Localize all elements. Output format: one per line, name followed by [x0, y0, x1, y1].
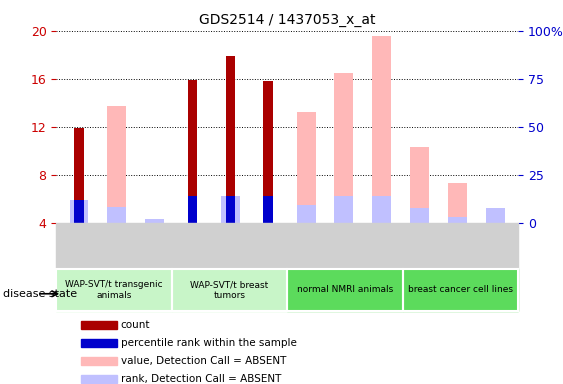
Bar [448, 183, 467, 223]
Text: breast cancer cell lines: breast cancer cell lines [408, 285, 513, 295]
Bar [108, 106, 126, 223]
Bar [263, 196, 273, 223]
Bar [108, 207, 126, 223]
Bar [372, 36, 391, 223]
Text: value, Detection Call = ABSENT: value, Detection Call = ABSENT [120, 356, 286, 366]
Text: rank, Detection Call = ABSENT: rank, Detection Call = ABSENT [120, 374, 281, 384]
Bar [56, 269, 172, 311]
Bar [188, 80, 197, 223]
Bar [145, 219, 164, 223]
Text: WAP-SVT/t breast
tumors: WAP-SVT/t breast tumors [190, 280, 269, 300]
Bar [56, 269, 172, 311]
Bar [297, 205, 315, 223]
Bar [226, 196, 235, 223]
Bar [486, 208, 504, 223]
Bar [70, 200, 88, 223]
Bar [81, 321, 117, 329]
Text: count: count [120, 320, 150, 330]
Text: percentile rank within the sample: percentile rank within the sample [120, 338, 297, 348]
Bar [74, 128, 84, 223]
Text: disease state: disease state [3, 289, 77, 299]
Bar [172, 269, 287, 311]
Bar [81, 375, 117, 383]
Bar [372, 196, 391, 223]
Text: normal NMRI animals: normal NMRI animals [297, 285, 393, 295]
Bar [263, 81, 273, 223]
Bar [410, 208, 429, 223]
Bar [81, 339, 117, 348]
Bar [226, 56, 235, 223]
Bar [410, 147, 429, 223]
Text: WAP-SVT/t transgenic
animals: WAP-SVT/t transgenic animals [65, 280, 163, 300]
Bar [287, 269, 403, 311]
Bar [448, 217, 467, 223]
Bar [403, 269, 518, 311]
Bar [81, 357, 117, 365]
Bar [172, 269, 287, 311]
Bar [334, 196, 354, 223]
Bar [188, 196, 197, 223]
Bar [297, 113, 315, 223]
Bar [221, 196, 240, 223]
Bar [334, 73, 354, 223]
Bar [74, 200, 84, 223]
Title: GDS2514 / 1437053_x_at: GDS2514 / 1437053_x_at [199, 13, 376, 27]
Bar [403, 269, 518, 311]
Bar [287, 269, 403, 311]
